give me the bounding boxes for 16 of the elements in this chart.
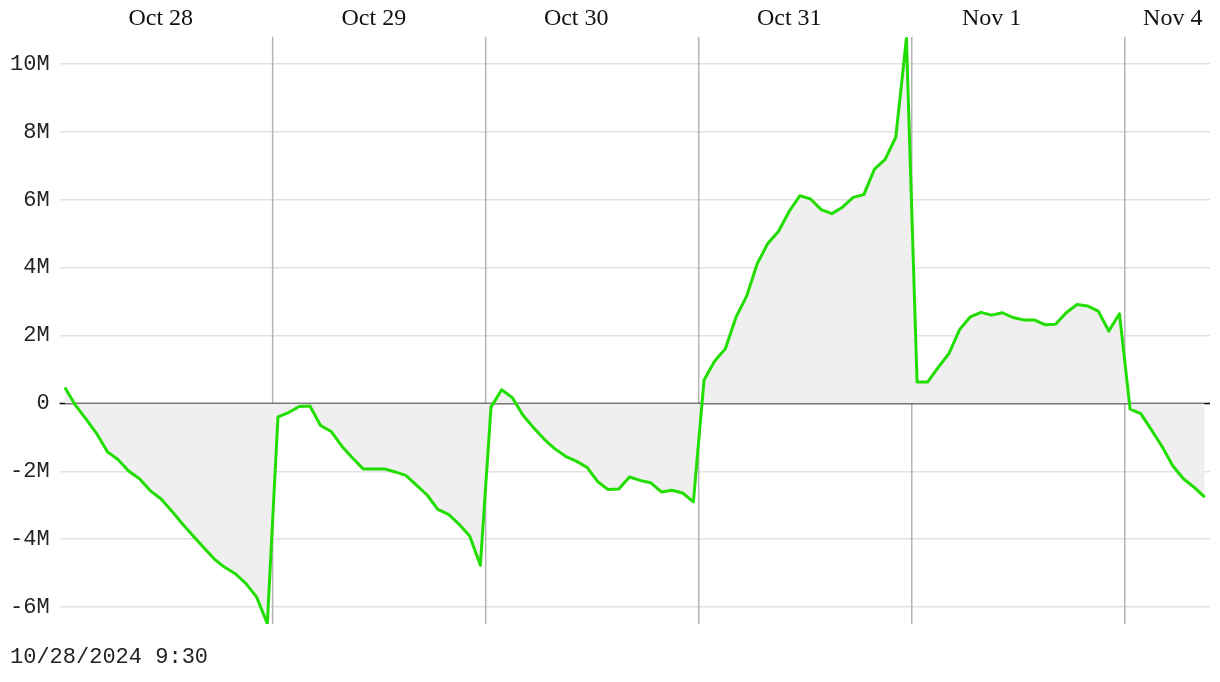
x-tick-label: Oct 31: [756, 3, 822, 30]
x-tick-label: Oct 28: [128, 3, 194, 30]
y-tick-label: 6M: [23, 187, 50, 213]
x-tick-label: Oct 30: [543, 3, 609, 30]
y-tick-label: 10M: [10, 51, 50, 77]
x-tick-label: Nov 4: [1143, 3, 1203, 30]
y-tick-label: 0: [36, 391, 50, 417]
y-tick-label: 4M: [23, 255, 50, 281]
y-tick-label: -2M: [10, 459, 50, 485]
x-tick-label: Nov 1: [961, 3, 1022, 30]
y-tick-label: -4M: [10, 526, 50, 552]
y-tick-label: 2M: [23, 323, 50, 349]
y-tick-label: 8M: [23, 119, 50, 145]
x-tick-label: Oct 29: [341, 3, 407, 30]
text: 10/28/2024 9:30: [10, 644, 209, 670]
y-tick-label: -6M: [10, 594, 50, 620]
